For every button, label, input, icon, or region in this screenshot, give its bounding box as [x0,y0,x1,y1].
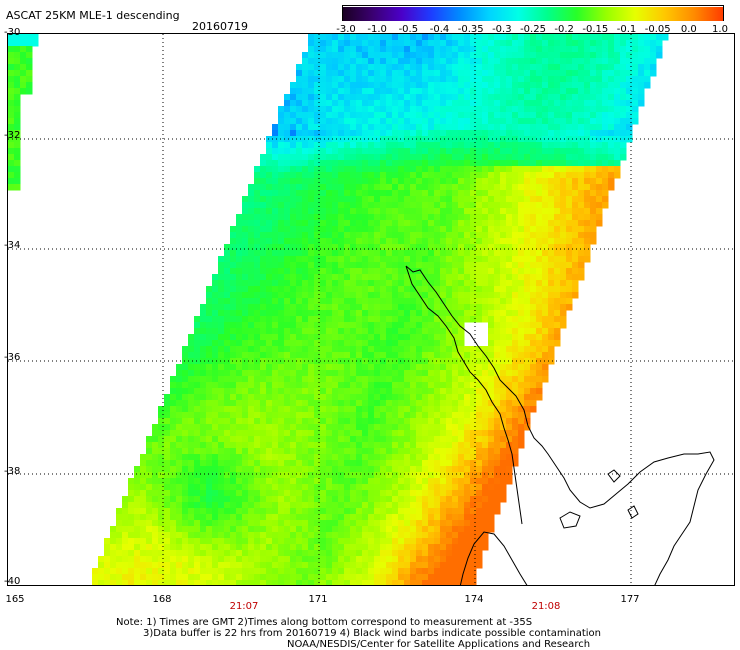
colorbar-tick-label: -0.4 [429,24,450,35]
latitude-label: -34 [4,240,21,251]
longitude-label: 177 [620,594,640,605]
map-canvas [8,34,734,585]
latitude-label: -38 [4,466,21,477]
map-title: ASCAT 25KM MLE-1 descending [6,9,180,22]
colorbar [342,5,724,21]
island-outline [559,511,581,529]
colorbar-tick-label: -0.35 [457,24,484,35]
latitude-label: -30 [4,27,21,38]
colorbar-tick-label: -0.3 [492,24,512,35]
note-line-2: 3)Data buffer is 22 hrs from 20160719 4)… [143,628,601,639]
credit-line: NOAA/NESDIS/Center for Satellite Applica… [287,639,591,650]
map-date: 20160719 [192,20,248,33]
latitude-label: -36 [4,352,21,363]
island-outline [607,469,621,483]
longitude-label: 171 [308,594,328,605]
coastline [405,265,715,585]
latitude-label: -40 [4,576,21,587]
colorbar-tick-label: -0.5 [398,24,419,35]
colorbar-tick-label: -1.0 [367,24,387,35]
time-label: 21:08 [531,601,561,612]
swath-fragment [8,34,39,191]
colorbar-tick-label: 0.0 [680,24,697,35]
map-panel [7,33,735,586]
colorbar-tick-label: -0.25 [520,24,546,35]
graticule [8,34,734,585]
latitude-label: -32 [4,130,21,141]
colorbar-tick-label: -0.2 [554,24,574,35]
longitude-label: 174 [464,594,484,605]
colorbar-tick-label: -0.05 [644,24,671,35]
longitude-label: 168 [152,594,172,605]
colorbar-gradient [343,7,723,21]
colorbar-tick-label: -3.0 [336,24,356,35]
colorbar-tick-label: -0.15 [582,24,609,35]
colorbar-tick-label: -0.1 [616,24,637,35]
colorbar-tick-label: 1.0 [712,24,728,35]
note-line-1: Note: 1) Times are GMT 2)Times along bot… [116,617,533,628]
island-outline [627,505,639,519]
wind-swath [92,34,669,585]
time-label: 21:07 [229,601,259,612]
longitude-label: 165 [5,594,25,605]
